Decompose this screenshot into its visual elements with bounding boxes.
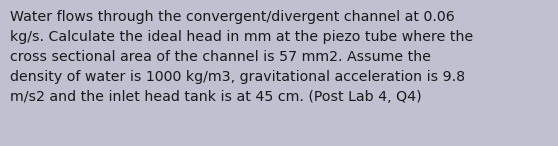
Text: Water flows through the convergent/divergent channel at 0.06
kg/s. Calculate the: Water flows through the convergent/diver… bbox=[10, 10, 473, 104]
